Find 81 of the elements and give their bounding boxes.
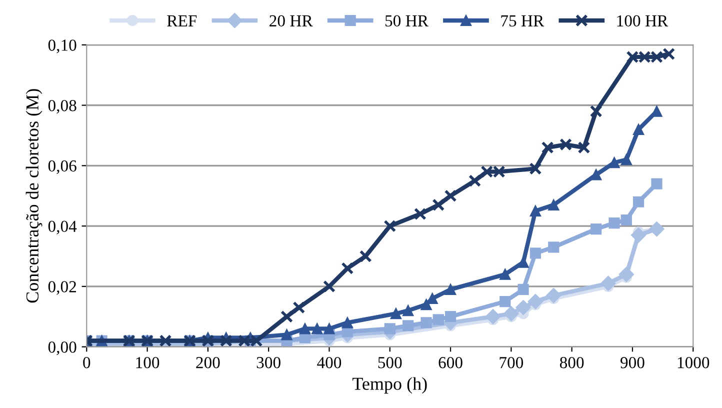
point bbox=[548, 199, 560, 210]
point bbox=[632, 124, 644, 135]
point bbox=[530, 248, 541, 259]
legend-label: REF bbox=[167, 15, 197, 26]
point bbox=[608, 157, 620, 168]
point bbox=[620, 154, 632, 166]
point bbox=[444, 311, 456, 322]
point bbox=[432, 314, 444, 326]
point bbox=[280, 310, 294, 323]
point bbox=[322, 280, 336, 293]
point bbox=[560, 138, 572, 151]
point bbox=[485, 309, 501, 324]
y-tick-label: 0,06 bbox=[48, 160, 76, 174]
legend-label: 20 HR bbox=[270, 15, 313, 26]
x-tick-label: 0 bbox=[83, 357, 90, 368]
point bbox=[341, 262, 354, 275]
y-tick-label: 0,08 bbox=[48, 100, 76, 114]
y-tick-label: 0,00 bbox=[48, 342, 76, 356]
point bbox=[414, 208, 426, 220]
legend-label: 50 HR bbox=[385, 15, 428, 26]
y-tick-label: 0,04 bbox=[48, 220, 77, 234]
point bbox=[618, 266, 634, 282]
point bbox=[420, 298, 432, 310]
point bbox=[530, 205, 541, 216]
point bbox=[468, 174, 482, 187]
point bbox=[590, 105, 602, 118]
point bbox=[390, 308, 402, 320]
point bbox=[292, 301, 306, 314]
point bbox=[384, 220, 396, 232]
point bbox=[420, 317, 432, 328]
point bbox=[632, 196, 644, 208]
point bbox=[220, 334, 232, 347]
point bbox=[384, 323, 396, 334]
point bbox=[620, 214, 632, 226]
y-axis-title: Concentração de cloretos (M) bbox=[26, 89, 42, 303]
point bbox=[590, 223, 602, 235]
x-tick-label: 600 bbox=[438, 357, 462, 368]
point bbox=[500, 268, 511, 280]
point bbox=[630, 228, 646, 243]
point bbox=[528, 294, 544, 310]
x-tick-label: 500 bbox=[378, 357, 402, 368]
point bbox=[359, 250, 372, 262]
point bbox=[546, 288, 562, 304]
point bbox=[529, 162, 542, 175]
point bbox=[281, 329, 292, 340]
point bbox=[504, 306, 519, 322]
point bbox=[402, 320, 414, 332]
point bbox=[312, 323, 323, 334]
point bbox=[324, 323, 335, 334]
point bbox=[541, 141, 554, 154]
point bbox=[299, 323, 311, 334]
x-tick-label: 400 bbox=[317, 357, 342, 368]
point bbox=[600, 276, 616, 291]
x-tick-label: 200 bbox=[196, 357, 220, 368]
point bbox=[518, 256, 529, 268]
point bbox=[548, 242, 560, 253]
point bbox=[402, 305, 414, 316]
point bbox=[518, 284, 529, 295]
x-tick-label: 900 bbox=[620, 357, 644, 368]
x-tick-label: 800 bbox=[560, 357, 584, 368]
point bbox=[590, 169, 602, 180]
point bbox=[578, 141, 590, 154]
y-tick-label: 0,02 bbox=[48, 281, 76, 295]
x-tick-label: 700 bbox=[500, 357, 524, 368]
x-tick-label: 100 bbox=[136, 357, 160, 368]
point bbox=[651, 178, 662, 190]
point bbox=[444, 284, 456, 295]
x-tick-label: 300 bbox=[256, 357, 280, 368]
point bbox=[159, 334, 172, 347]
legend-label: 75 HR bbox=[501, 15, 544, 26]
point bbox=[432, 198, 445, 212]
point bbox=[444, 190, 457, 202]
point bbox=[649, 221, 664, 237]
x-tick-label: 1000 bbox=[678, 357, 710, 368]
point bbox=[516, 300, 531, 316]
point bbox=[608, 217, 620, 229]
legend-label: 100 HR bbox=[617, 15, 668, 26]
x-axis-title: Tempo (h) bbox=[352, 377, 427, 394]
point bbox=[500, 296, 511, 308]
point bbox=[342, 317, 353, 328]
y-tick-label: 0,10 bbox=[48, 40, 76, 54]
